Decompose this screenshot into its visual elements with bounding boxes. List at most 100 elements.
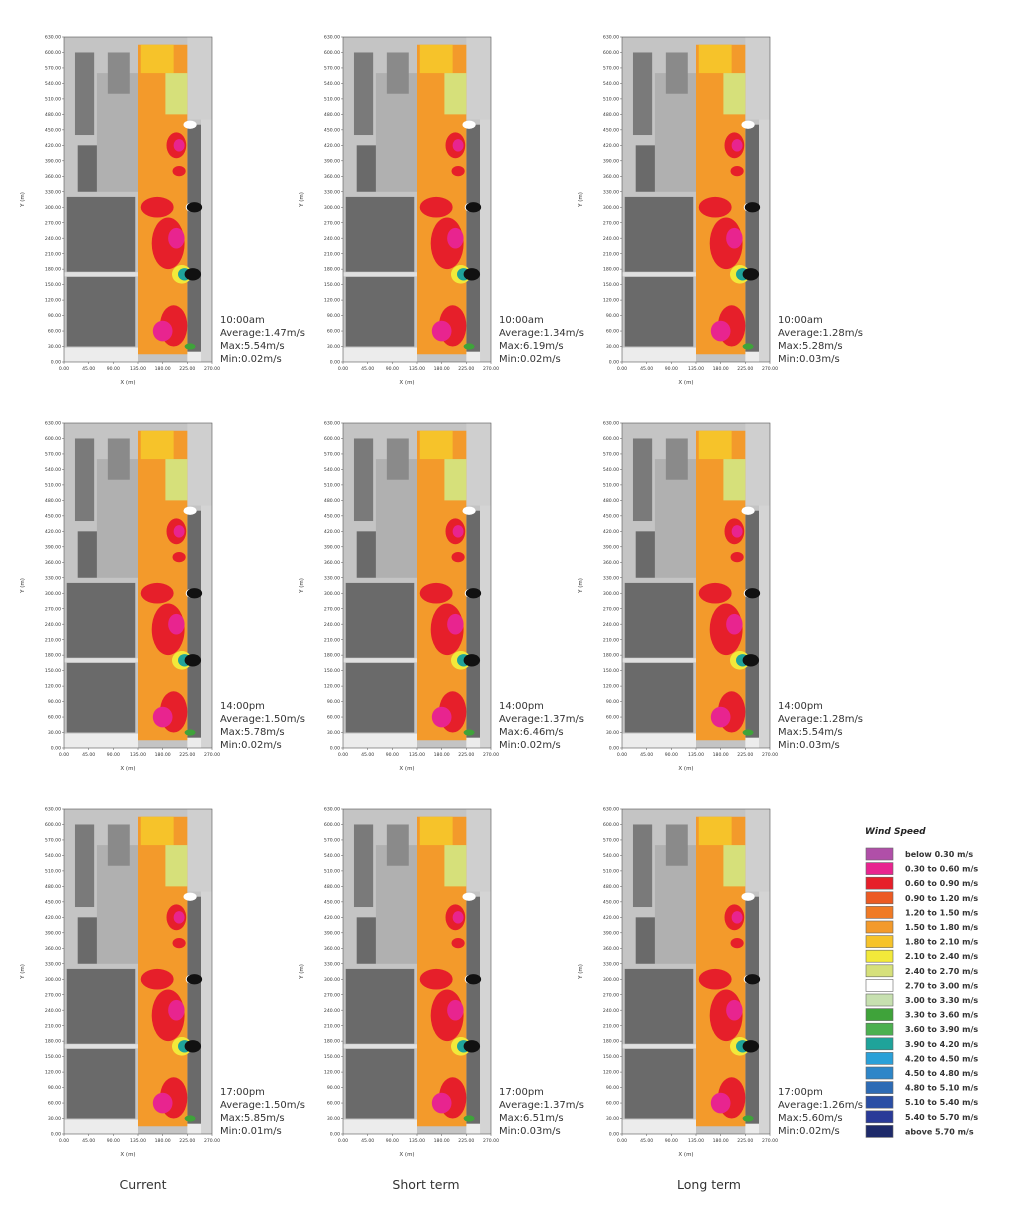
y-tick-label: 240.00	[45, 622, 61, 628]
y-tick-label: 630.00	[45, 35, 61, 41]
y-tick-label: 630.00	[45, 807, 61, 813]
map-region	[165, 845, 188, 887]
panel-annotation: Min:0.02m/s	[499, 740, 561, 751]
map-region	[173, 139, 185, 152]
map-region	[622, 1044, 696, 1049]
map-region	[447, 227, 464, 249]
x-tick-label: 180.00	[713, 366, 729, 372]
map-region	[66, 1048, 136, 1119]
x-tick-label: 90.00	[386, 752, 399, 758]
map-region	[66, 276, 136, 347]
map-region	[187, 809, 212, 892]
y-tick-label: 0.00	[51, 1132, 61, 1138]
map-region	[463, 268, 481, 281]
y-axis-label: Y (m)	[20, 964, 26, 980]
y-tick-label: 390.00	[45, 158, 61, 164]
map-region	[463, 729, 475, 736]
map-region	[665, 438, 688, 480]
y-tick-label: 360.00	[45, 560, 61, 566]
y-axis-label: Y (m)	[299, 578, 305, 594]
y-tick-label: 360.00	[603, 174, 619, 180]
legend-label: 0.30 to 0.60 m/s	[905, 865, 978, 874]
map-region	[107, 438, 130, 480]
y-tick-label: 450.00	[603, 513, 619, 519]
y-tick-label: 390.00	[603, 930, 619, 936]
map-region	[184, 343, 196, 350]
map-region	[168, 999, 185, 1021]
y-tick-label: 90.00	[48, 1085, 61, 1091]
map-region	[152, 320, 173, 342]
map-region	[66, 196, 136, 272]
panel-annotation: Average:1.34m/s	[499, 328, 584, 339]
map-region	[463, 343, 475, 350]
y-tick-label: 480.00	[603, 884, 619, 890]
y-tick-label: 300.00	[603, 977, 619, 983]
y-tick-label: 570.00	[603, 838, 619, 844]
y-tick-label: 30.00	[327, 344, 340, 350]
y-tick-label: 30.00	[327, 1116, 340, 1122]
y-tick-label: 30.00	[606, 730, 619, 736]
y-tick-label: 180.00	[603, 1039, 619, 1045]
x-tick-label: 45.00	[361, 366, 374, 372]
map-region	[744, 202, 761, 213]
y-tick-label: 150.00	[603, 1054, 619, 1060]
y-tick-label: 450.00	[324, 899, 340, 905]
x-tick-label: 225.00	[179, 752, 195, 758]
y-tick-label: 360.00	[324, 560, 340, 566]
legend-label: 5.40 to 5.70 m/s	[905, 1113, 978, 1122]
y-tick-label: 540.00	[603, 853, 619, 859]
x-tick-label: 135.00	[688, 1138, 704, 1144]
y-tick-label: 540.00	[324, 467, 340, 473]
y-tick-label: 240.00	[45, 1008, 61, 1014]
legend-swatch	[865, 993, 894, 1007]
y-axis-label: Y (m)	[578, 578, 584, 594]
y-tick-label: 60.00	[327, 1101, 340, 1107]
y-tick-label: 60.00	[327, 715, 340, 721]
legend-label: below 0.30 m/s	[905, 850, 973, 859]
map-region	[632, 438, 653, 522]
panel-annotation: Max:6.19m/s	[499, 341, 564, 352]
x-tick-label: 135.00	[688, 366, 704, 372]
map-region	[140, 44, 174, 74]
map-region	[184, 729, 196, 736]
panel-annotation: Max:5.54m/s	[220, 341, 285, 352]
y-tick-label: 480.00	[45, 498, 61, 504]
y-tick-label: 270.00	[603, 992, 619, 998]
map-region	[186, 974, 203, 985]
x-tick-label: 0.00	[59, 1138, 69, 1144]
map-region	[201, 423, 212, 748]
map-region	[462, 506, 476, 515]
map-region	[353, 52, 374, 136]
map-region	[444, 845, 467, 887]
x-tick-label: 45.00	[640, 1138, 653, 1144]
map-region	[723, 73, 746, 115]
map-region	[66, 662, 136, 733]
legend-swatch	[865, 1037, 894, 1051]
x-tick-label: 135.00	[130, 1138, 146, 1144]
legend-label: 0.60 to 0.90 m/s	[905, 879, 978, 888]
y-axis-label: Y (m)	[20, 578, 26, 594]
y-tick-label: 630.00	[324, 421, 340, 427]
x-tick-label: 225.00	[737, 1138, 753, 1144]
panel-annotation: Max:5.60m/s	[778, 1113, 843, 1124]
map-region	[726, 613, 743, 635]
y-tick-label: 510.00	[324, 869, 340, 875]
map-region	[431, 1092, 452, 1114]
y-tick-label: 120.00	[45, 1070, 61, 1076]
y-tick-label: 480.00	[324, 112, 340, 118]
wind-map	[622, 809, 770, 1134]
y-tick-label: 240.00	[603, 1008, 619, 1014]
map-region	[419, 582, 453, 604]
y-tick-label: 120.00	[603, 684, 619, 690]
legend-swatch	[865, 1125, 894, 1138]
x-tick-label: 270.00	[762, 1138, 778, 1144]
map-region	[107, 52, 130, 94]
x-tick-label: 135.00	[409, 752, 425, 758]
y-tick-label: 540.00	[45, 853, 61, 859]
map-region	[77, 531, 97, 578]
map-region	[66, 968, 136, 1044]
legend-swatch	[865, 906, 894, 919]
wind-map	[343, 423, 491, 748]
map-region	[624, 968, 694, 1044]
